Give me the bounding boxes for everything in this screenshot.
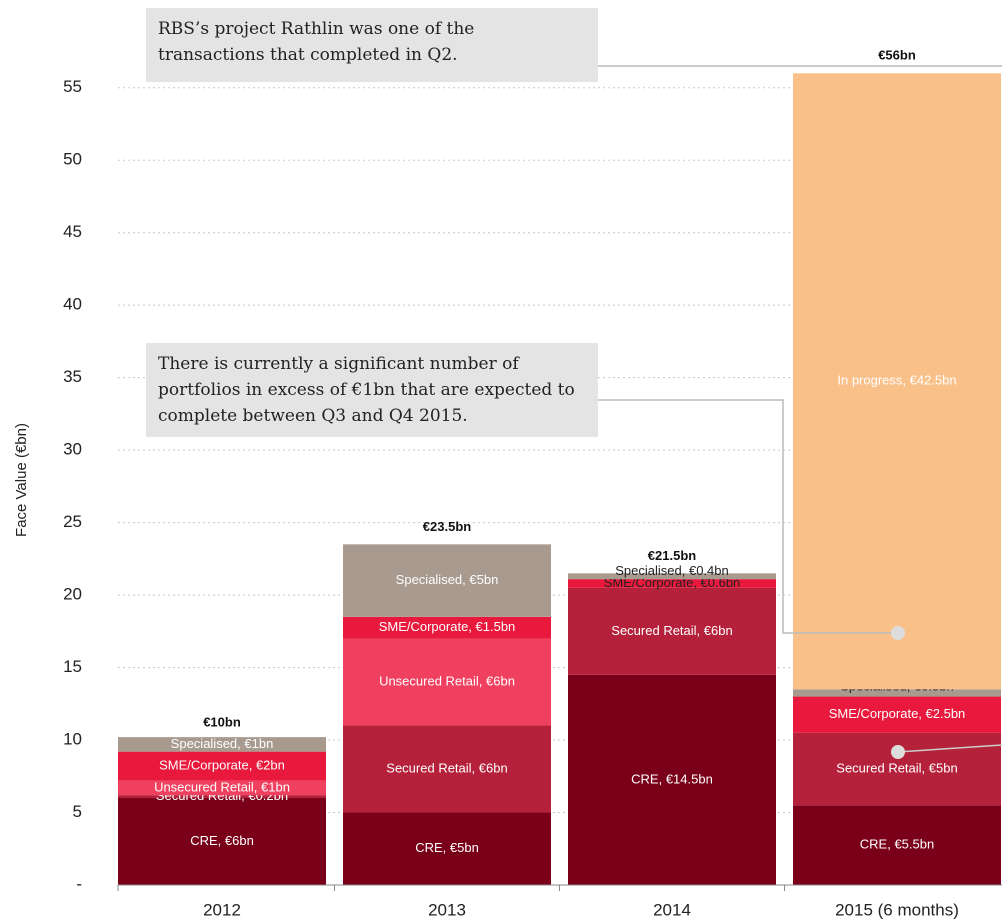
data-label: Specialised, €1bn xyxy=(171,736,274,751)
data-label: In progress, €42.5bn xyxy=(837,373,956,388)
y-tick-label: 55 xyxy=(63,77,82,96)
data-label: Secured Retail, €6bn xyxy=(611,623,732,638)
bar-segment xyxy=(568,674,776,885)
bar-segment xyxy=(343,638,551,726)
data-label: Secured Retail, €5bn xyxy=(836,760,957,775)
callout-dot xyxy=(891,626,905,640)
bar-segment xyxy=(568,579,776,588)
y-tick-label: 45 xyxy=(63,222,82,241)
data-label: SME/Corporate, €2.5bn xyxy=(829,706,966,721)
total-label: €10bn xyxy=(203,714,241,729)
bar-segment xyxy=(793,73,1001,690)
y-tick-label: 25 xyxy=(63,512,82,531)
bar-segment xyxy=(343,725,551,813)
data-label: CRE, €5bn xyxy=(415,840,479,855)
bar-segment xyxy=(118,737,326,752)
data-label: Unsecured Retail, €1bn xyxy=(154,779,290,794)
bar-segment xyxy=(343,544,551,617)
total-label: €21.5bn xyxy=(648,548,696,563)
data-label: CRE, €14.5bn xyxy=(631,771,713,786)
y-tick-label: 35 xyxy=(63,367,82,386)
bar-segment xyxy=(568,573,776,580)
bar-segment xyxy=(118,795,326,799)
data-label: Secured Retail, €6bn xyxy=(386,760,507,775)
total-label: €56bn xyxy=(878,48,916,63)
x-tick-label: 2014 xyxy=(653,900,691,919)
callout-line xyxy=(897,744,1002,753)
bar-segment xyxy=(118,798,326,885)
x-tick-label: 2013 xyxy=(428,900,466,919)
y-tick-label: 30 xyxy=(63,440,82,459)
callout-lines xyxy=(598,65,1002,753)
bar-segment xyxy=(118,751,326,781)
data-label: Specialised, €5bn xyxy=(396,572,499,587)
y-tick-label: 20 xyxy=(63,585,82,604)
bar-segment xyxy=(343,616,551,639)
callout-line xyxy=(598,399,898,634)
bar-segment xyxy=(118,780,326,796)
annotation: RBS’s project Rathlin was one of the tra… xyxy=(146,8,598,82)
x-tick-label: 2012 xyxy=(203,900,241,919)
callout-dot xyxy=(891,745,905,759)
bar-segment xyxy=(793,805,1001,885)
total-label: €23.5bn xyxy=(423,519,471,534)
bar-segment xyxy=(793,689,1001,697)
bar-segment xyxy=(793,696,1001,733)
y-tick-label: 10 xyxy=(63,730,82,749)
y-tick-label: 15 xyxy=(63,657,82,676)
bar-segment xyxy=(343,812,551,885)
data-label: Specialised, €0.4bn xyxy=(615,563,728,578)
x-tick-label: 2015 (6 months) xyxy=(835,900,959,919)
data-label: Unsecured Retail, €6bn xyxy=(379,673,515,688)
y-tick-label: 50 xyxy=(63,150,82,169)
y-tick-label: 5 xyxy=(73,802,82,821)
y-tick-label: 40 xyxy=(63,295,82,314)
data-label: CRE, €6bn xyxy=(190,833,254,848)
y-axis-label: Face Value (€bn) xyxy=(13,423,30,537)
data-label: CRE, €5.5bn xyxy=(860,837,934,852)
bar-segment xyxy=(568,587,776,675)
data-label: SME/Corporate, €1.5bn xyxy=(379,619,516,634)
data-label: SME/Corporate, €2bn xyxy=(159,758,285,773)
annotation: There is currently a significant number … xyxy=(146,343,598,437)
y-tick-label: - xyxy=(76,874,82,893)
bar-segment xyxy=(793,732,1001,806)
